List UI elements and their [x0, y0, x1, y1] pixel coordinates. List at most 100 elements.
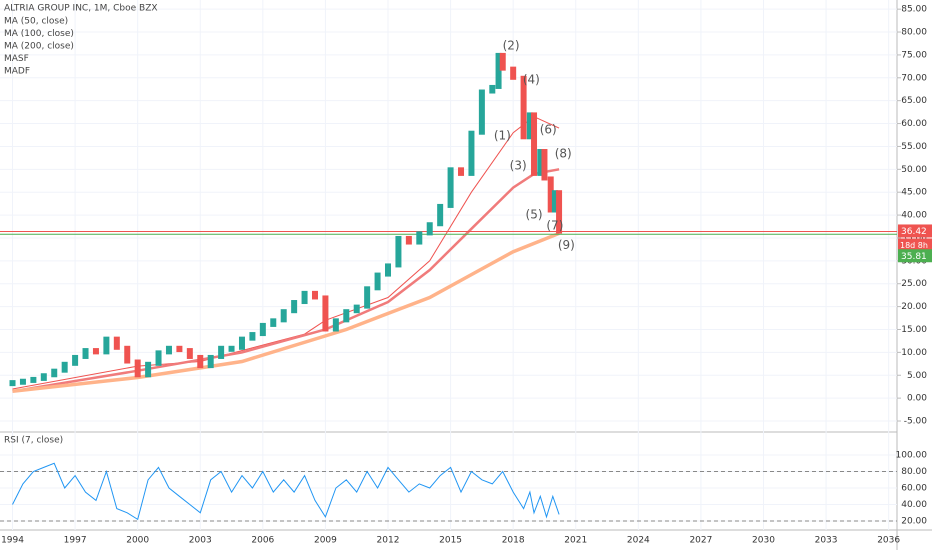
wave-label: (1) [494, 128, 511, 142]
moving-average [12, 168, 560, 393]
candle [437, 203, 444, 227]
axes: 1994 1997 2000 2003 2006 2009 2012 2015 2018 2021… [1, 5, 932, 546]
y-tick-label: -5.00 [904, 417, 928, 427]
candle [510, 66, 517, 80]
chart-title: ALTRIA GROUP INC, 1M, Cboe BZX [4, 4, 158, 14]
candle [238, 336, 245, 350]
y-tick-label: 80.00 [901, 467, 927, 477]
candle [291, 300, 298, 314]
candle [207, 354, 214, 369]
x-tick-label: 2027 [689, 536, 712, 546]
x-tick-label: 2024 [627, 536, 650, 546]
y-tick-label: 20.00 [901, 302, 927, 312]
wave-label: (7) [546, 219, 563, 233]
candle [458, 167, 465, 176]
y-tick-label: 70.00 [901, 73, 927, 83]
y-tick-label: 100.00 [896, 451, 928, 461]
candle [556, 190, 563, 234]
grid [0, 0, 897, 530]
candle [134, 359, 141, 378]
candle [165, 345, 172, 355]
candle [155, 350, 162, 366]
y-tick-label: 0.00 [907, 394, 927, 404]
price-badge [898, 224, 932, 238]
y-tick-label: 60.00 [901, 119, 927, 129]
candle [124, 345, 131, 364]
candle [72, 354, 79, 366]
indicator-label: MASF [4, 54, 29, 64]
y-tick-label: 80.00 [901, 28, 927, 38]
x-tick-label: 2000 [126, 536, 149, 546]
candle [218, 345, 225, 359]
price-badge-label: 36.42 [901, 227, 927, 237]
candle [301, 290, 308, 305]
candle [113, 336, 120, 350]
indicator-label: MADF [4, 67, 30, 77]
candle [447, 167, 454, 208]
candle [280, 309, 287, 323]
x-tick-label: 2012 [377, 536, 400, 546]
candle [520, 75, 527, 140]
x-tick-label: 2006 [251, 536, 274, 546]
candle [385, 263, 392, 277]
x-tick-label: 2033 [815, 536, 838, 546]
candle [51, 368, 58, 378]
candle [19, 378, 26, 385]
rsi-title: RSI (7, close) [4, 436, 63, 446]
candle [374, 272, 381, 291]
candle [395, 235, 402, 268]
indicator-label: MA (100, close) [4, 29, 74, 39]
countdown-badge [898, 238, 932, 252]
x-tick-label: 2036 [877, 536, 900, 546]
y-tick-label: 65.00 [901, 96, 927, 106]
candle [353, 304, 360, 314]
candle [468, 130, 475, 176]
x-tick-label: 2018 [502, 536, 525, 546]
candle [270, 318, 277, 327]
candle [526, 112, 533, 140]
x-tick-label: 2009 [314, 536, 337, 546]
y-tick-label: 75.00 [901, 50, 927, 60]
candle [478, 89, 485, 135]
indicator-label: MA (50, close) [4, 17, 68, 27]
candle [103, 336, 110, 355]
wave-label: (6) [540, 122, 557, 136]
candle [343, 309, 350, 323]
x-tick-label: 2003 [189, 536, 212, 546]
wave-label: (3) [510, 159, 527, 173]
x-tick-label: 1994 [1, 536, 24, 546]
candle [9, 380, 16, 387]
y-tick-label: 35.00 [901, 233, 927, 243]
candle [40, 373, 47, 381]
y-tick-label: 40.00 [901, 211, 927, 221]
plot: (1) (2) (3) (4) (5) (6) (7) (8) (9) [0, 39, 897, 521]
y-tick-label: 40.00 [901, 500, 927, 510]
candle [531, 112, 538, 176]
y-tick-label: 45.00 [901, 188, 927, 198]
y-tick-label: 60.00 [901, 484, 927, 494]
candle [259, 322, 266, 337]
candle [197, 354, 204, 369]
candle [92, 348, 99, 355]
candle [489, 84, 496, 94]
y-tick-label: 20.00 [901, 517, 927, 527]
y-tick-label: 85.00 [901, 5, 927, 15]
y-tick-label: 55.00 [901, 142, 927, 152]
candle [499, 52, 506, 71]
candle [82, 348, 89, 359]
candle [145, 361, 152, 378]
x-tick-label: 2021 [564, 536, 587, 546]
price-badge-label: 35.81 [901, 252, 927, 262]
candle [495, 52, 502, 89]
candle [364, 286, 371, 309]
y-tick-label: 10.00 [901, 348, 927, 358]
y-tick-label: 50.00 [901, 165, 927, 175]
x-tick-label: 2030 [752, 536, 775, 546]
candle [332, 318, 339, 332]
candle [322, 295, 329, 332]
candle [541, 149, 548, 181]
candle [311, 290, 318, 300]
candle [249, 332, 256, 341]
